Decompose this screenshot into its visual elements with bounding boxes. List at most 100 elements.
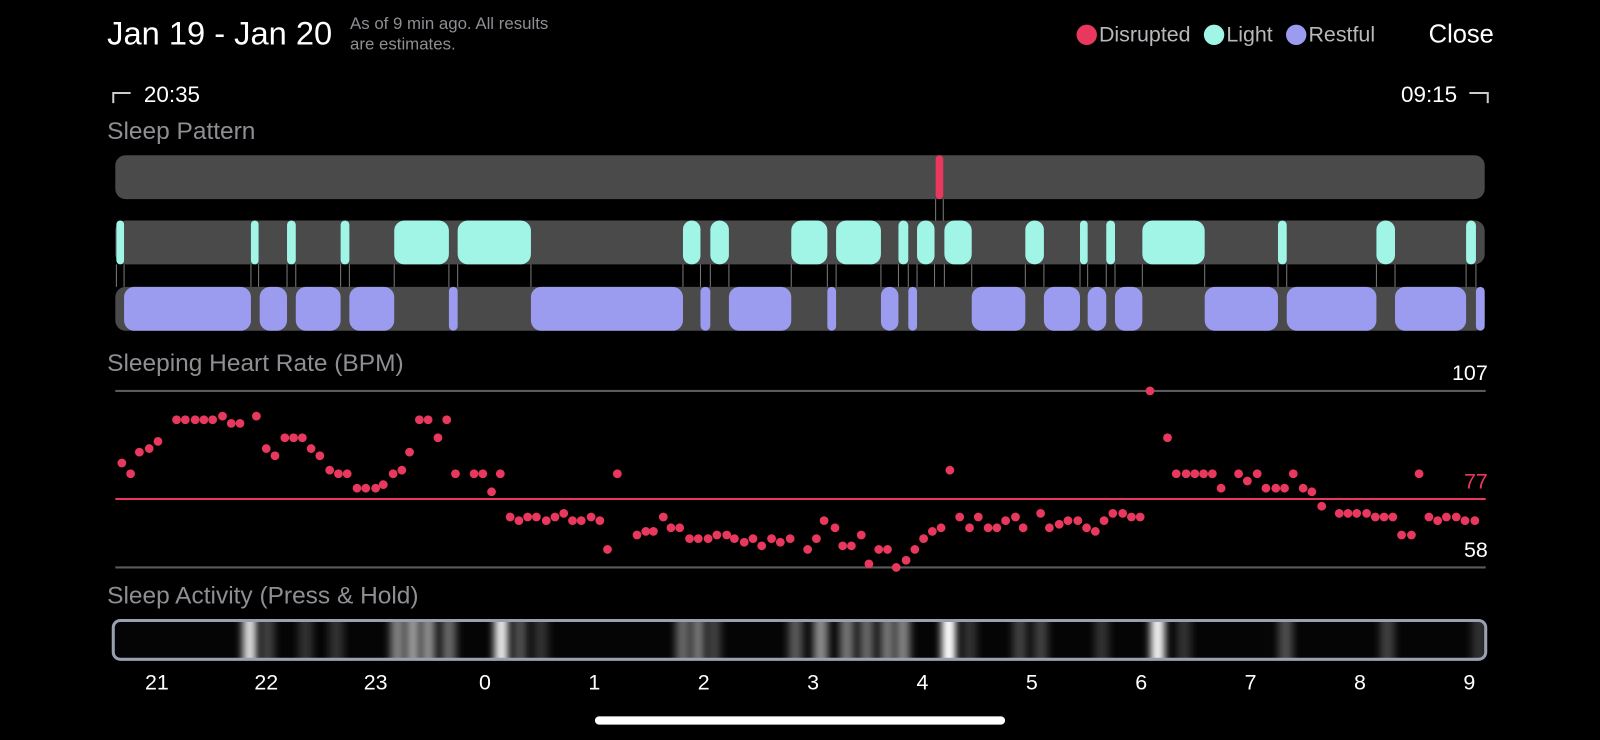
y-tick-label: 58 [1464,538,1488,562]
heart-rate-point [1288,469,1298,479]
heart-rate-point [983,523,993,533]
heart-rate-point [1011,512,1020,522]
heart-rate-point [1171,469,1181,479]
heart-rate-point [371,483,381,493]
heart-rate-point [126,469,136,479]
heart-rate-point [785,534,795,544]
heart-rate-point [1135,512,1145,522]
sleep-segment [457,220,531,265]
heart-rate-point [775,537,785,547]
title: Jan 19 - Jan 20 [107,14,332,51]
heart-rate-point [1163,433,1172,443]
heart-rate-point [1090,527,1100,536]
x-tick-label: 7 [1245,670,1257,694]
heart-rate-point [180,415,190,425]
heart-rate-point [218,411,227,421]
heart-rate-point [641,527,651,536]
sleep-segment [700,286,711,331]
heart-rate-point [144,444,154,453]
heart-rate-point [1352,509,1362,518]
legend-swatch [1286,24,1307,45]
heart-rate-point [729,534,739,544]
heart-rate-point [208,415,218,425]
activity-stripe [298,620,313,660]
heart-rate-point [405,447,414,457]
heart-rate-point [666,523,676,533]
heart-rate-point [767,534,776,544]
heart-rate-point [117,458,127,468]
heart-rate-point [910,545,920,554]
heart-rate-point [1145,386,1155,396]
heart-rate-point [325,465,335,475]
sleep-segment [1043,286,1081,331]
sleep-segment [880,286,899,331]
legend-label: Restful [1308,22,1375,46]
heart-rate-point [936,523,946,533]
x-tick-label: 1 [588,670,600,694]
x-tick-label: 3 [807,670,819,694]
sleep-segment [250,220,259,265]
x-tick-label: 22 [254,670,278,694]
activity-stripe [895,620,910,660]
heart-rate-point [1118,509,1128,518]
sleep-segment [530,286,683,331]
sleep-segment [1115,286,1143,331]
heart-rate-point [693,534,703,544]
close-button[interactable]: Close [1429,21,1494,49]
activity-stripe [1033,620,1048,660]
heart-rate-point [1018,523,1028,533]
heart-rate-point [550,512,560,522]
sleep-segment [827,286,837,331]
activity-stripe [1278,620,1293,660]
y-tick-label: 107 [1452,361,1488,385]
heart-rate-point [1451,512,1461,522]
end-bracket [1469,91,1489,104]
heart-rate-point [199,415,209,425]
heart-rate-point [523,512,533,522]
activity-stripe [329,620,344,660]
heart-rate-point [306,444,316,453]
home-indicator [594,716,1006,725]
heart-rate-point [172,415,181,425]
heart-rate-point [1343,509,1353,518]
heart-rate-point [901,555,911,565]
sleep-segment [1395,286,1467,331]
heart-rate-point [703,534,713,544]
heart-rate-point [1280,483,1289,493]
average-label: 77 [1464,469,1488,493]
sleep-segment [1204,286,1278,331]
sleep-segment [349,286,395,331]
sleep-segment [1080,220,1088,265]
heart-rate-point [1190,469,1200,479]
heart-rate-point [568,516,577,526]
heart-rate-point [388,469,398,479]
heart-rate-point [838,541,848,551]
heart-rate-point [864,559,874,569]
activity-stripe [512,620,528,660]
x-tick-label: 4 [917,670,929,694]
start-time: 20:35 [144,82,200,107]
activity-stripe [1012,620,1027,660]
heart-rate-point [433,433,443,443]
sleep-segment [124,286,251,331]
heart-rate-point [414,415,424,425]
heart-rate-point [1108,509,1118,518]
activity-stripe [813,620,828,660]
sleep-segment [295,286,341,331]
x-tick-label: 9 [1463,670,1475,694]
legend-label: Light [1226,22,1272,46]
heart-rate-point [505,512,515,522]
activity-stripe [242,620,257,660]
sleep-segment [908,286,918,331]
heart-rate-point [541,516,551,526]
heart-rate-point [1460,516,1470,526]
activity-stripe [675,620,691,660]
heart-rate-point [812,534,821,544]
heart-rate-point [423,415,433,425]
heart-rate-point [1414,469,1424,479]
heart-rate-point [757,541,767,551]
heart-rate-point [612,469,622,479]
heart-rate-point [685,534,694,544]
heart-rate-point [352,483,362,493]
